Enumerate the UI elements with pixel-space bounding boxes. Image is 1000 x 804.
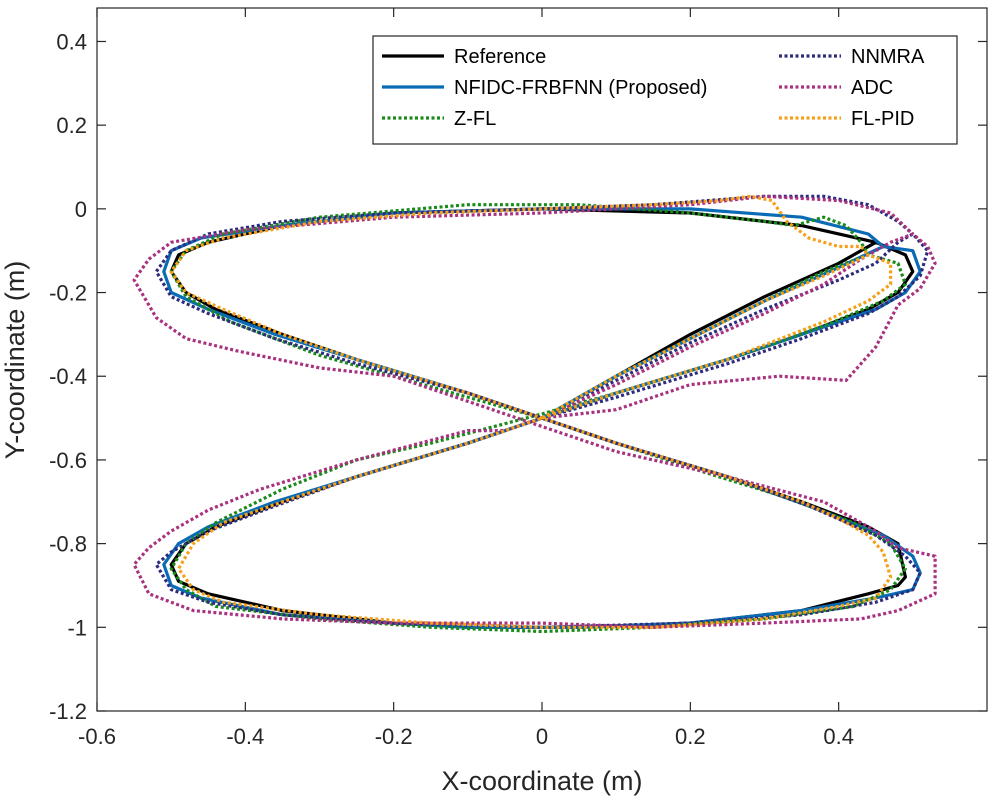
x-axis-title: X-coordinate (m) bbox=[441, 766, 642, 796]
legend-label: Reference bbox=[454, 46, 546, 68]
x-tick-label: -0.4 bbox=[226, 724, 264, 749]
y-tick-label: -0.2 bbox=[49, 281, 87, 306]
legend-label: ADC bbox=[851, 77, 893, 99]
legend-label: Z-FL bbox=[454, 108, 496, 130]
y-tick-label: -0.4 bbox=[49, 364, 87, 389]
series-line-adc bbox=[132, 194, 937, 629]
x-tick-label: -0.2 bbox=[375, 724, 413, 749]
y-tick-label: 0 bbox=[75, 197, 87, 222]
legend-box bbox=[372, 35, 958, 145]
legend-label: NNMRA bbox=[851, 46, 925, 68]
legend-label: NFIDC-FRBFNN (Proposed) bbox=[454, 77, 707, 99]
y-tick-label: -1 bbox=[67, 615, 87, 640]
y-tick-label: 0.4 bbox=[56, 29, 87, 54]
y-tick-label: -0.8 bbox=[49, 532, 87, 557]
y-axis-title: Y-coordinate (m) bbox=[0, 261, 30, 460]
x-tick-label: 0 bbox=[536, 724, 548, 749]
axes-layer: -0.6 -0.4 -0.2 0 0.2 0.4 0.4 0.2 0 -0.2 -0.4 -0.6 -0… bbox=[49, 7, 988, 749]
x-tick-label: 0.2 bbox=[675, 724, 706, 749]
x-tick-label: -0.6 bbox=[78, 724, 116, 749]
x-tick-label: 0.4 bbox=[823, 724, 854, 749]
series-line-fl-pid bbox=[169, 194, 893, 629]
y-tick-label: 0.2 bbox=[56, 113, 87, 138]
legend-label: FL-PID bbox=[851, 108, 914, 130]
y-tick-label: -0.6 bbox=[49, 448, 87, 473]
legend: Reference NFIDC-FRBFNN (Proposed) Z-FL NNMR… bbox=[372, 35, 958, 145]
y-tick-label: -1.2 bbox=[49, 699, 87, 724]
series-layer bbox=[132, 194, 937, 634]
